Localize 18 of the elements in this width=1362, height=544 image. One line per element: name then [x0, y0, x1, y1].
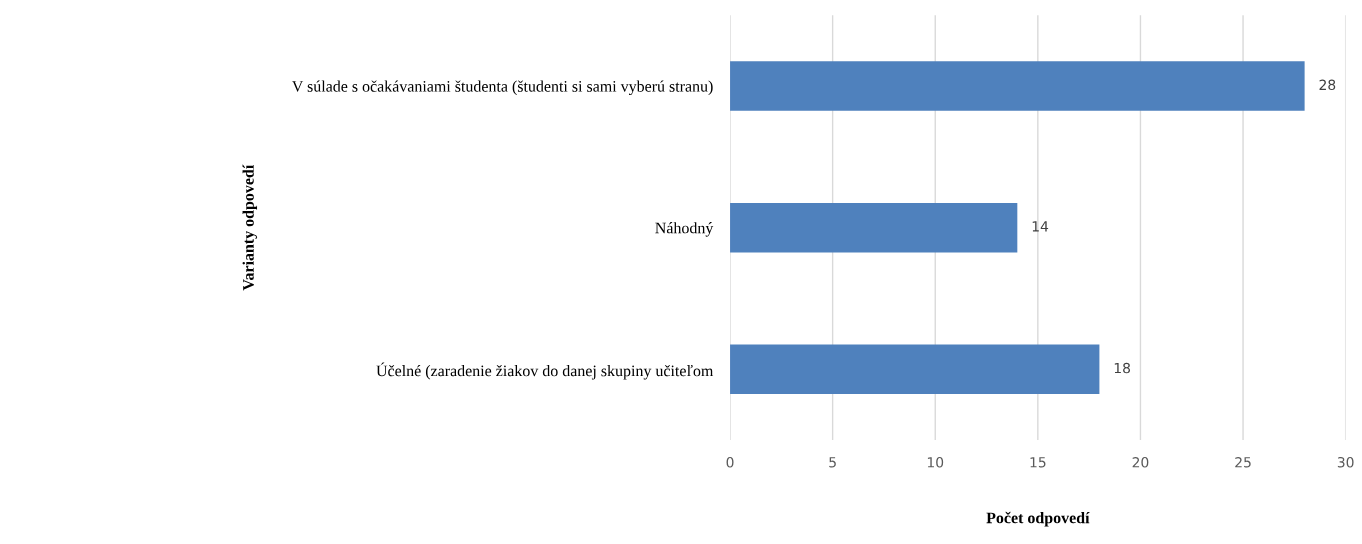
- data-label: 18: [1114, 362, 1131, 374]
- data-label: 28: [1319, 79, 1336, 91]
- bar: [730, 61, 1305, 111]
- x-tick-label: 5: [829, 457, 836, 468]
- x-tick-label: 20: [1132, 457, 1149, 468]
- data-label: 14: [1032, 221, 1049, 232]
- x-tick-label: 10: [927, 457, 944, 468]
- y-tick-label: V súlade s očakávaniami študenta (študenti si sami vyberú stranu): [291, 80, 713, 96]
- x-tick-label: 30: [1337, 457, 1354, 468]
- y-tick-label: Účelné (zaradenie žiakov do danej skupiny učiteľom: [376, 362, 714, 380]
- x-tick-label: 15: [1030, 457, 1046, 468]
- x-tick-label: 25: [1235, 457, 1251, 468]
- bar: [730, 344, 1100, 395]
- x-tick-label: 0: [726, 457, 734, 468]
- y-axis-title: Varianty odpovedí: [242, 164, 258, 291]
- x-axis-title: Počet odpovedí: [986, 511, 1090, 527]
- bar: [730, 202, 1018, 253]
- y-tick-label: Náhodný: [655, 222, 714, 237]
